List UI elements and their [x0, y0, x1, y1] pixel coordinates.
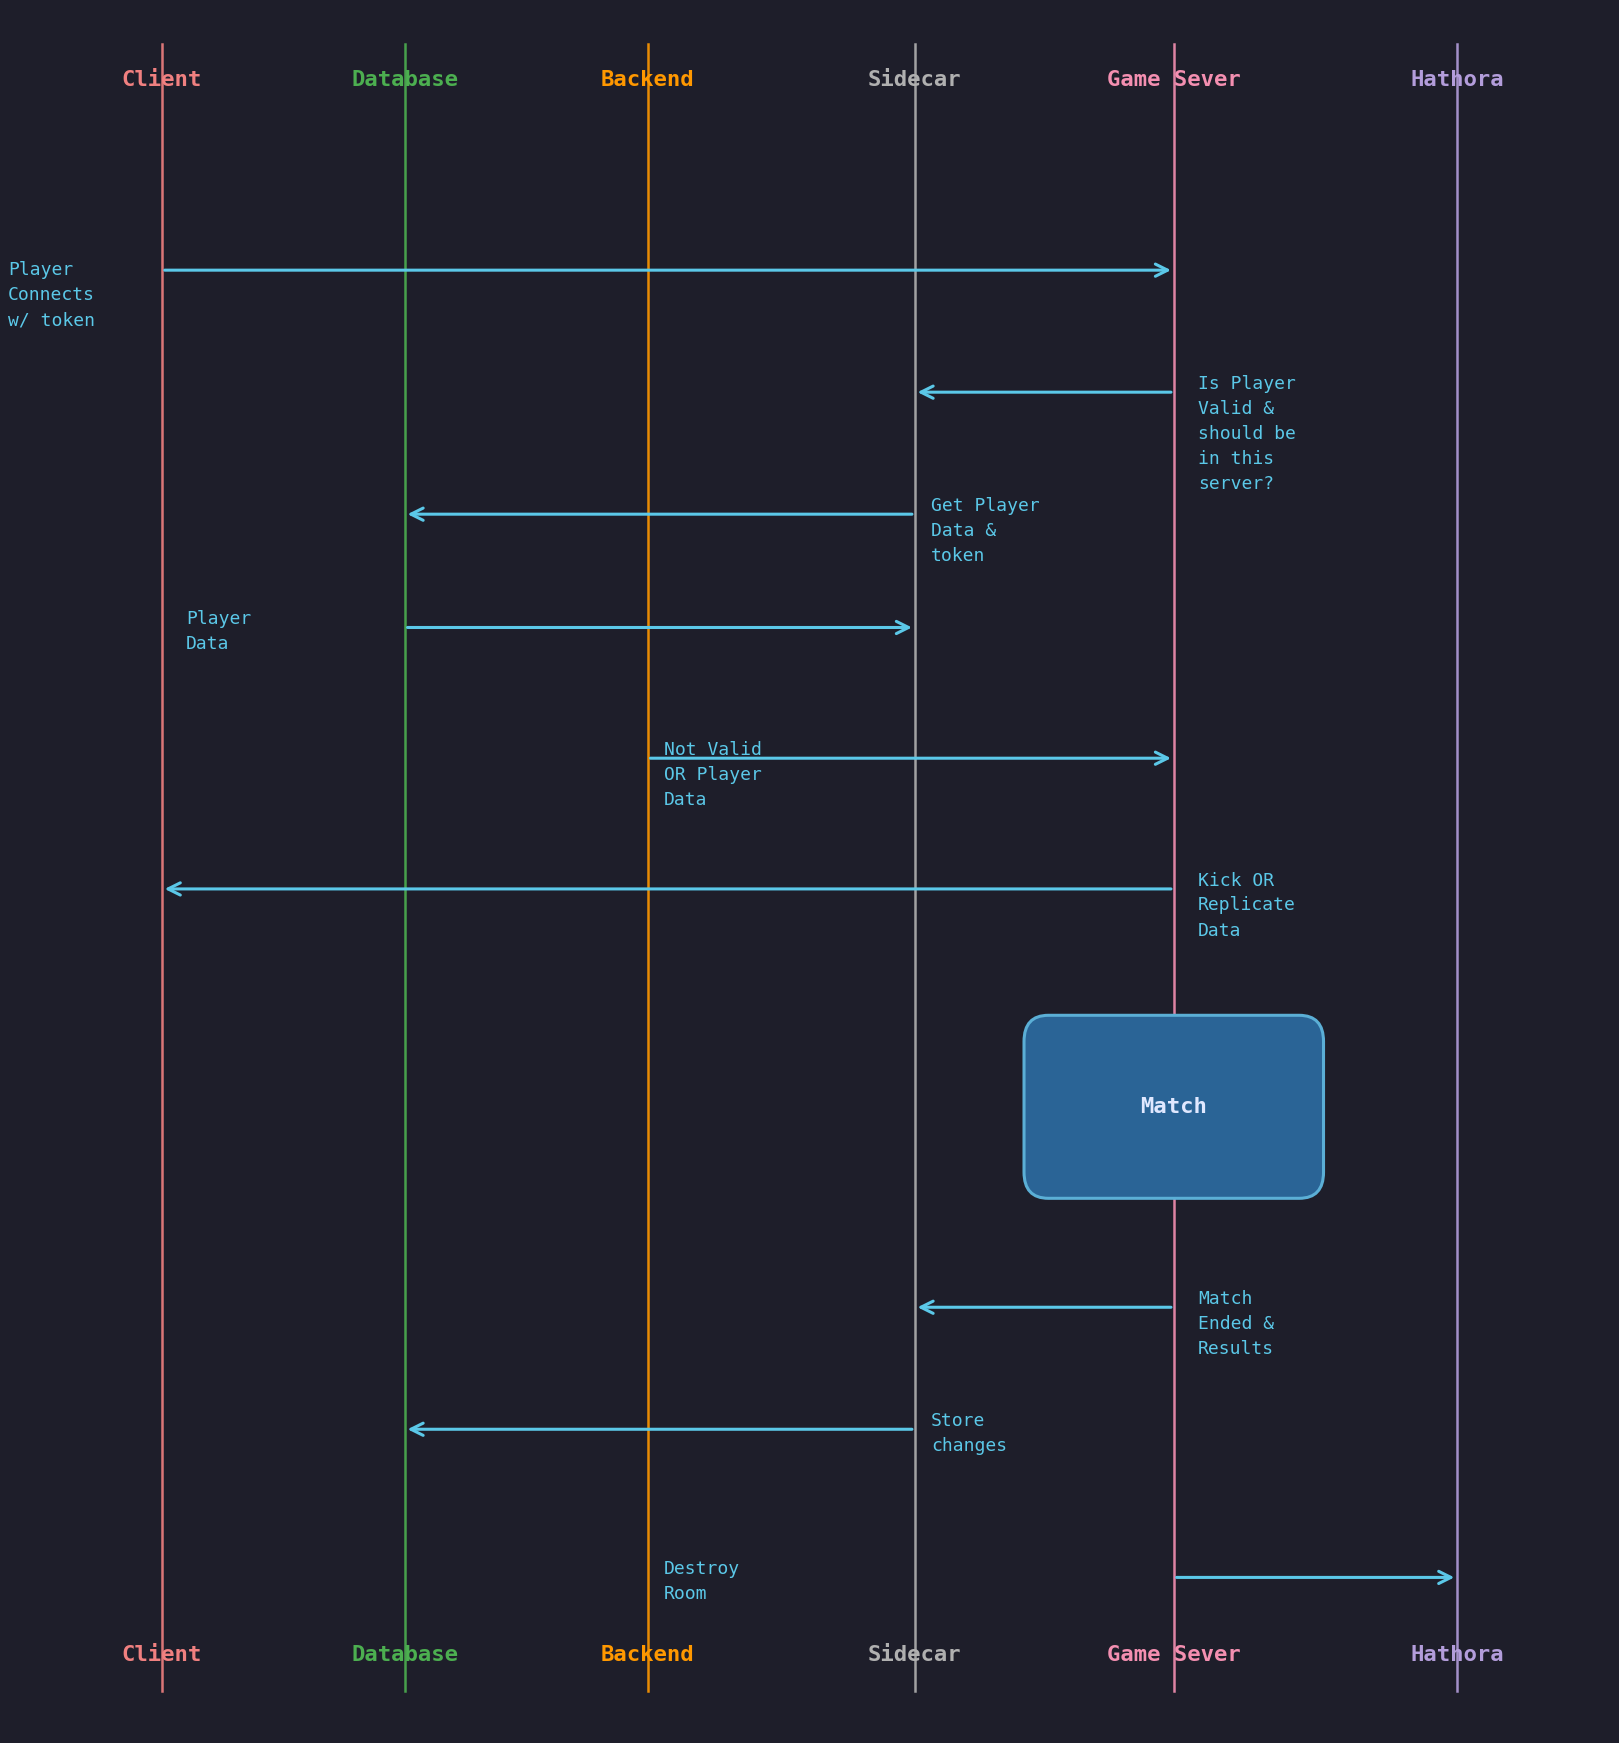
Text: Game Sever: Game Sever [1107, 1645, 1240, 1665]
Text: Hathora: Hathora [1410, 1645, 1504, 1665]
Text: Destroy
Room: Destroy Room [664, 1560, 740, 1604]
Text: Match
Ended &
Results: Match Ended & Results [1198, 1290, 1274, 1358]
Text: Game Sever: Game Sever [1107, 70, 1240, 89]
Text: Kick OR
Replicate
Data: Kick OR Replicate Data [1198, 872, 1295, 939]
Text: Client: Client [121, 1645, 202, 1665]
FancyBboxPatch shape [1025, 1014, 1323, 1199]
Text: Player
Data: Player Data [186, 610, 251, 654]
Text: Database: Database [351, 1645, 458, 1665]
Text: Client: Client [121, 70, 202, 89]
Text: Sidecar: Sidecar [868, 1645, 962, 1665]
Text: Is Player
Valid &
should be
in this
server?: Is Player Valid & should be in this serv… [1198, 375, 1295, 493]
Text: Match: Match [1140, 1096, 1208, 1117]
Text: Get Player
Data &
token: Get Player Data & token [931, 497, 1039, 565]
Text: Backend: Backend [601, 70, 695, 89]
Text: Sidecar: Sidecar [868, 70, 962, 89]
Text: Hathora: Hathora [1410, 70, 1504, 89]
Text: Store
changes: Store changes [931, 1412, 1007, 1455]
Text: Not Valid
OR Player
Data: Not Valid OR Player Data [664, 741, 761, 809]
Text: Database: Database [351, 70, 458, 89]
Text: Player
Connects
w/ token: Player Connects w/ token [8, 261, 96, 329]
Text: Backend: Backend [601, 1645, 695, 1665]
